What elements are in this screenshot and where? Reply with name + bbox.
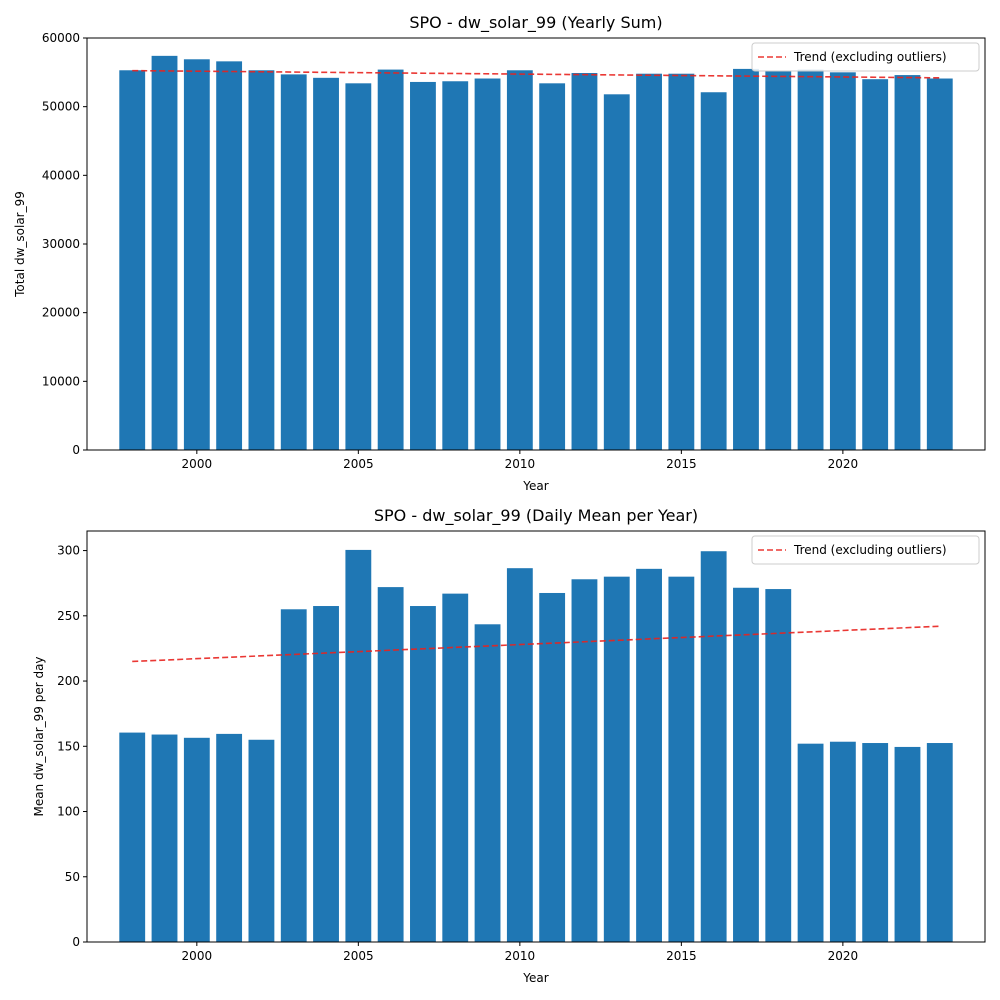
bar-2019: [797, 69, 824, 450]
y-tick-label: 0: [72, 443, 80, 457]
legend: Trend (excluding outliers): [751, 42, 980, 72]
bar-2023: [926, 743, 953, 942]
bar-2021: [862, 79, 889, 450]
bar-2018: [765, 70, 792, 451]
bar-2004: [313, 606, 339, 942]
y-tick-label: 50: [65, 870, 80, 884]
y-tick-label: 150: [57, 739, 80, 753]
bar-2014: [636, 568, 662, 942]
x-tick-label: 2000: [182, 949, 213, 963]
bar-2013: [603, 94, 630, 450]
chart-panel-1: 2000 2005 2010 2015 2020 0 10000 20000 30000 4000…: [13, 13, 986, 493]
bar-1999: [151, 734, 178, 942]
bar-2019: [797, 743, 824, 942]
axes-frame: [86, 530, 986, 943]
chart-title: SPO - dw_solar_99 (Yearly Sum): [409, 13, 662, 33]
legend-trend-label: Trend (excluding outliers): [793, 543, 947, 557]
y-axis-label: Mean dw_solar_99 per day: [32, 656, 46, 816]
bar-2010: [506, 70, 533, 451]
bar-2007: [410, 606, 436, 942]
x-tick-label: 2015: [666, 457, 697, 471]
bar-1998: [119, 732, 146, 942]
bar-1998: [119, 70, 146, 451]
bar-2005: [345, 83, 372, 450]
x-tick-label: 2020: [828, 457, 859, 471]
y-tick-label: 0: [72, 935, 80, 949]
bar-2018: [765, 589, 792, 942]
bar-2016: [700, 551, 727, 942]
x-tick-label: 2005: [343, 457, 374, 471]
legend-trend-label: Trend (excluding outliers): [793, 50, 947, 64]
bar-2014: [636, 73, 662, 450]
bar-2015: [668, 576, 695, 942]
bar-2006: [377, 587, 404, 942]
chart-panel-2: 2000 2005 2010 2015 2020 0 50 100 150 200 250 300 SP…: [32, 506, 986, 985]
bar-2017: [733, 587, 759, 942]
bar-2022: [894, 746, 921, 942]
legend: Trend (excluding outliers): [751, 535, 980, 565]
bar-2008: [442, 593, 469, 942]
bar-2012: [571, 73, 598, 451]
x-axis-label: Year: [522, 479, 548, 493]
bar-2006: [377, 69, 404, 450]
x-tick-label: 2010: [505, 457, 536, 471]
x-tick-label: 2005: [343, 949, 374, 963]
bar-2000: [183, 737, 210, 942]
bar-2001: [216, 61, 243, 450]
bar-series: [119, 549, 953, 942]
y-tick-label: 300: [57, 544, 80, 558]
bar-2011: [539, 592, 566, 942]
bar-2022: [894, 75, 921, 450]
x-tick-label: 2020: [828, 949, 859, 963]
y-tick-label: 20000: [42, 306, 80, 320]
bar-1999: [151, 55, 178, 450]
y-tick-label: 40000: [42, 168, 80, 182]
legend-box: [751, 42, 980, 72]
bar-2020: [829, 741, 856, 942]
y-tick-label: 200: [57, 674, 80, 688]
bar-2020: [829, 72, 856, 450]
x-axis-label: Year: [522, 971, 548, 985]
bar-2005: [345, 549, 372, 942]
x-tick-label: 2000: [182, 457, 213, 471]
y-tick-label: 100: [57, 805, 80, 819]
y-tick-label: 50000: [42, 100, 80, 114]
x-tick-label: 2015: [666, 949, 697, 963]
y-tick-label: 250: [57, 609, 80, 623]
bar-2003: [280, 74, 307, 450]
x-tick-label: 2010: [505, 949, 536, 963]
trend-line: [132, 625, 940, 663]
bar-2015: [668, 73, 695, 450]
bar-2009: [474, 624, 501, 942]
bar-2021: [862, 743, 889, 942]
y-axis-label: Total dw_solar_99: [13, 191, 27, 298]
bar-2009: [474, 78, 501, 450]
y-tick-label: 30000: [42, 237, 80, 251]
bar-2002: [248, 739, 275, 942]
bar-2011: [539, 83, 566, 450]
bar-2013: [603, 576, 630, 942]
chart-title: SPO - dw_solar_99 (Daily Mean per Year): [374, 506, 698, 526]
bar-2008: [442, 81, 469, 450]
bar-series: [119, 55, 953, 451]
bar-2001: [216, 733, 243, 942]
bar-2007: [410, 81, 436, 451]
bar-2004: [313, 77, 339, 451]
bar-2000: [183, 59, 210, 450]
bar-2012: [571, 579, 598, 942]
y-tick-label: 10000: [42, 374, 80, 388]
bar-2003: [280, 609, 307, 942]
bar-2023: [926, 78, 953, 450]
bar-2017: [733, 68, 759, 451]
legend-box: [751, 535, 980, 565]
bar-2002: [248, 70, 275, 451]
bar-2010: [506, 568, 533, 942]
y-tick-label: 60000: [42, 31, 80, 45]
bar-2016: [700, 92, 727, 450]
